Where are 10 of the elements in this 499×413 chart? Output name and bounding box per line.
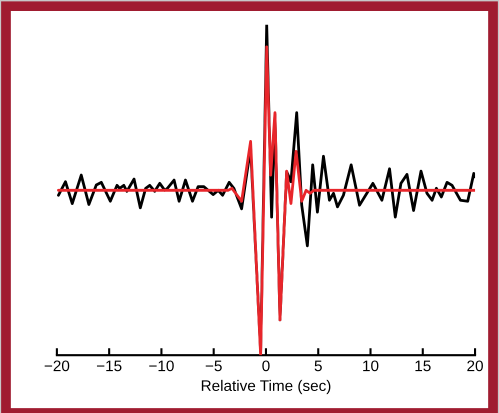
x-tick-label: 15 bbox=[415, 360, 431, 372]
x-tick-label: 5 bbox=[314, 360, 322, 372]
x-tick-label: 10 bbox=[363, 360, 378, 372]
x-tick-label: −5 bbox=[206, 360, 222, 372]
x-tick-label: 0 bbox=[262, 360, 270, 372]
x-axis-title: Relative Time (sec) bbox=[202, 380, 330, 394]
x-tick-label: −15 bbox=[96, 360, 122, 372]
x-tick-label: −10 bbox=[149, 360, 174, 372]
x-tick-label: −20 bbox=[44, 360, 70, 372]
x-tick-label: 20 bbox=[467, 360, 483, 372]
